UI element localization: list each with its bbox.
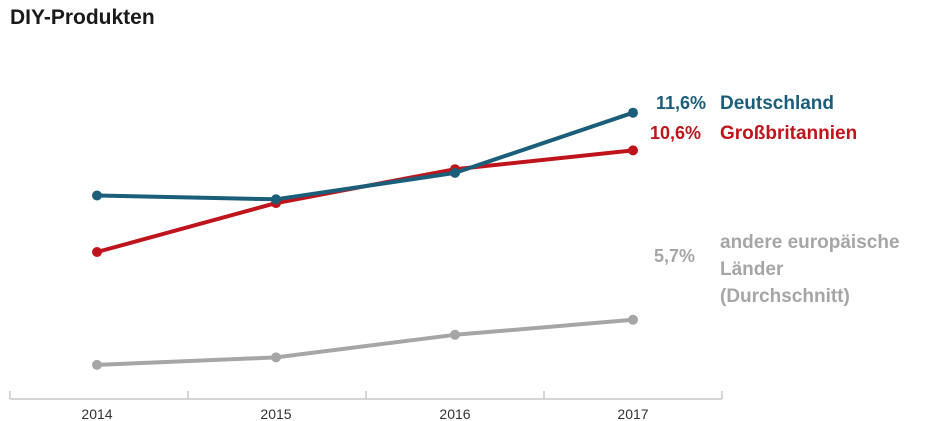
x-tick-label-2017: 2017 xyxy=(617,406,648,421)
data-point-andere-2016 xyxy=(450,329,460,340)
data-point-grossbritannien-2014 xyxy=(92,247,102,257)
series-name-label-andere: andere europäische xyxy=(720,232,900,253)
data-point-andere-2015 xyxy=(271,352,281,363)
end-value-label-andere: 5,7% xyxy=(654,246,695,266)
series-name-label-deutschland: Deutschland xyxy=(720,93,834,114)
x-tick-label-2015: 2015 xyxy=(260,406,291,421)
data-point-grossbritannien-2017 xyxy=(628,145,638,156)
chart-title: DIY-Produkten xyxy=(10,6,155,29)
data-point-deutschland-2016 xyxy=(450,167,460,178)
data-point-andere-2014 xyxy=(92,359,102,370)
end-value-label-grossbritannien: 10,6% xyxy=(650,123,701,143)
series-line-deutschland xyxy=(95,110,635,202)
series-name-label-grossbritannien: Großbritannien xyxy=(720,123,857,144)
data-point-deutschland-2015 xyxy=(271,194,281,205)
series-line-grossbritannien xyxy=(95,148,635,254)
series-line-andere xyxy=(95,317,635,367)
x-tick-label-2016: 2016 xyxy=(439,406,470,421)
data-point-deutschland-2014 xyxy=(92,190,102,201)
end-value-label-deutschland: 11,6% xyxy=(656,93,706,113)
series-name-label-andere: Länder xyxy=(720,259,784,280)
data-point-deutschland-2017 xyxy=(628,107,638,118)
series-name-label-andere: (Durchschnitt) xyxy=(720,286,850,307)
x-tick-label-2014: 2014 xyxy=(81,406,112,421)
data-point-andere-2017 xyxy=(628,314,638,325)
